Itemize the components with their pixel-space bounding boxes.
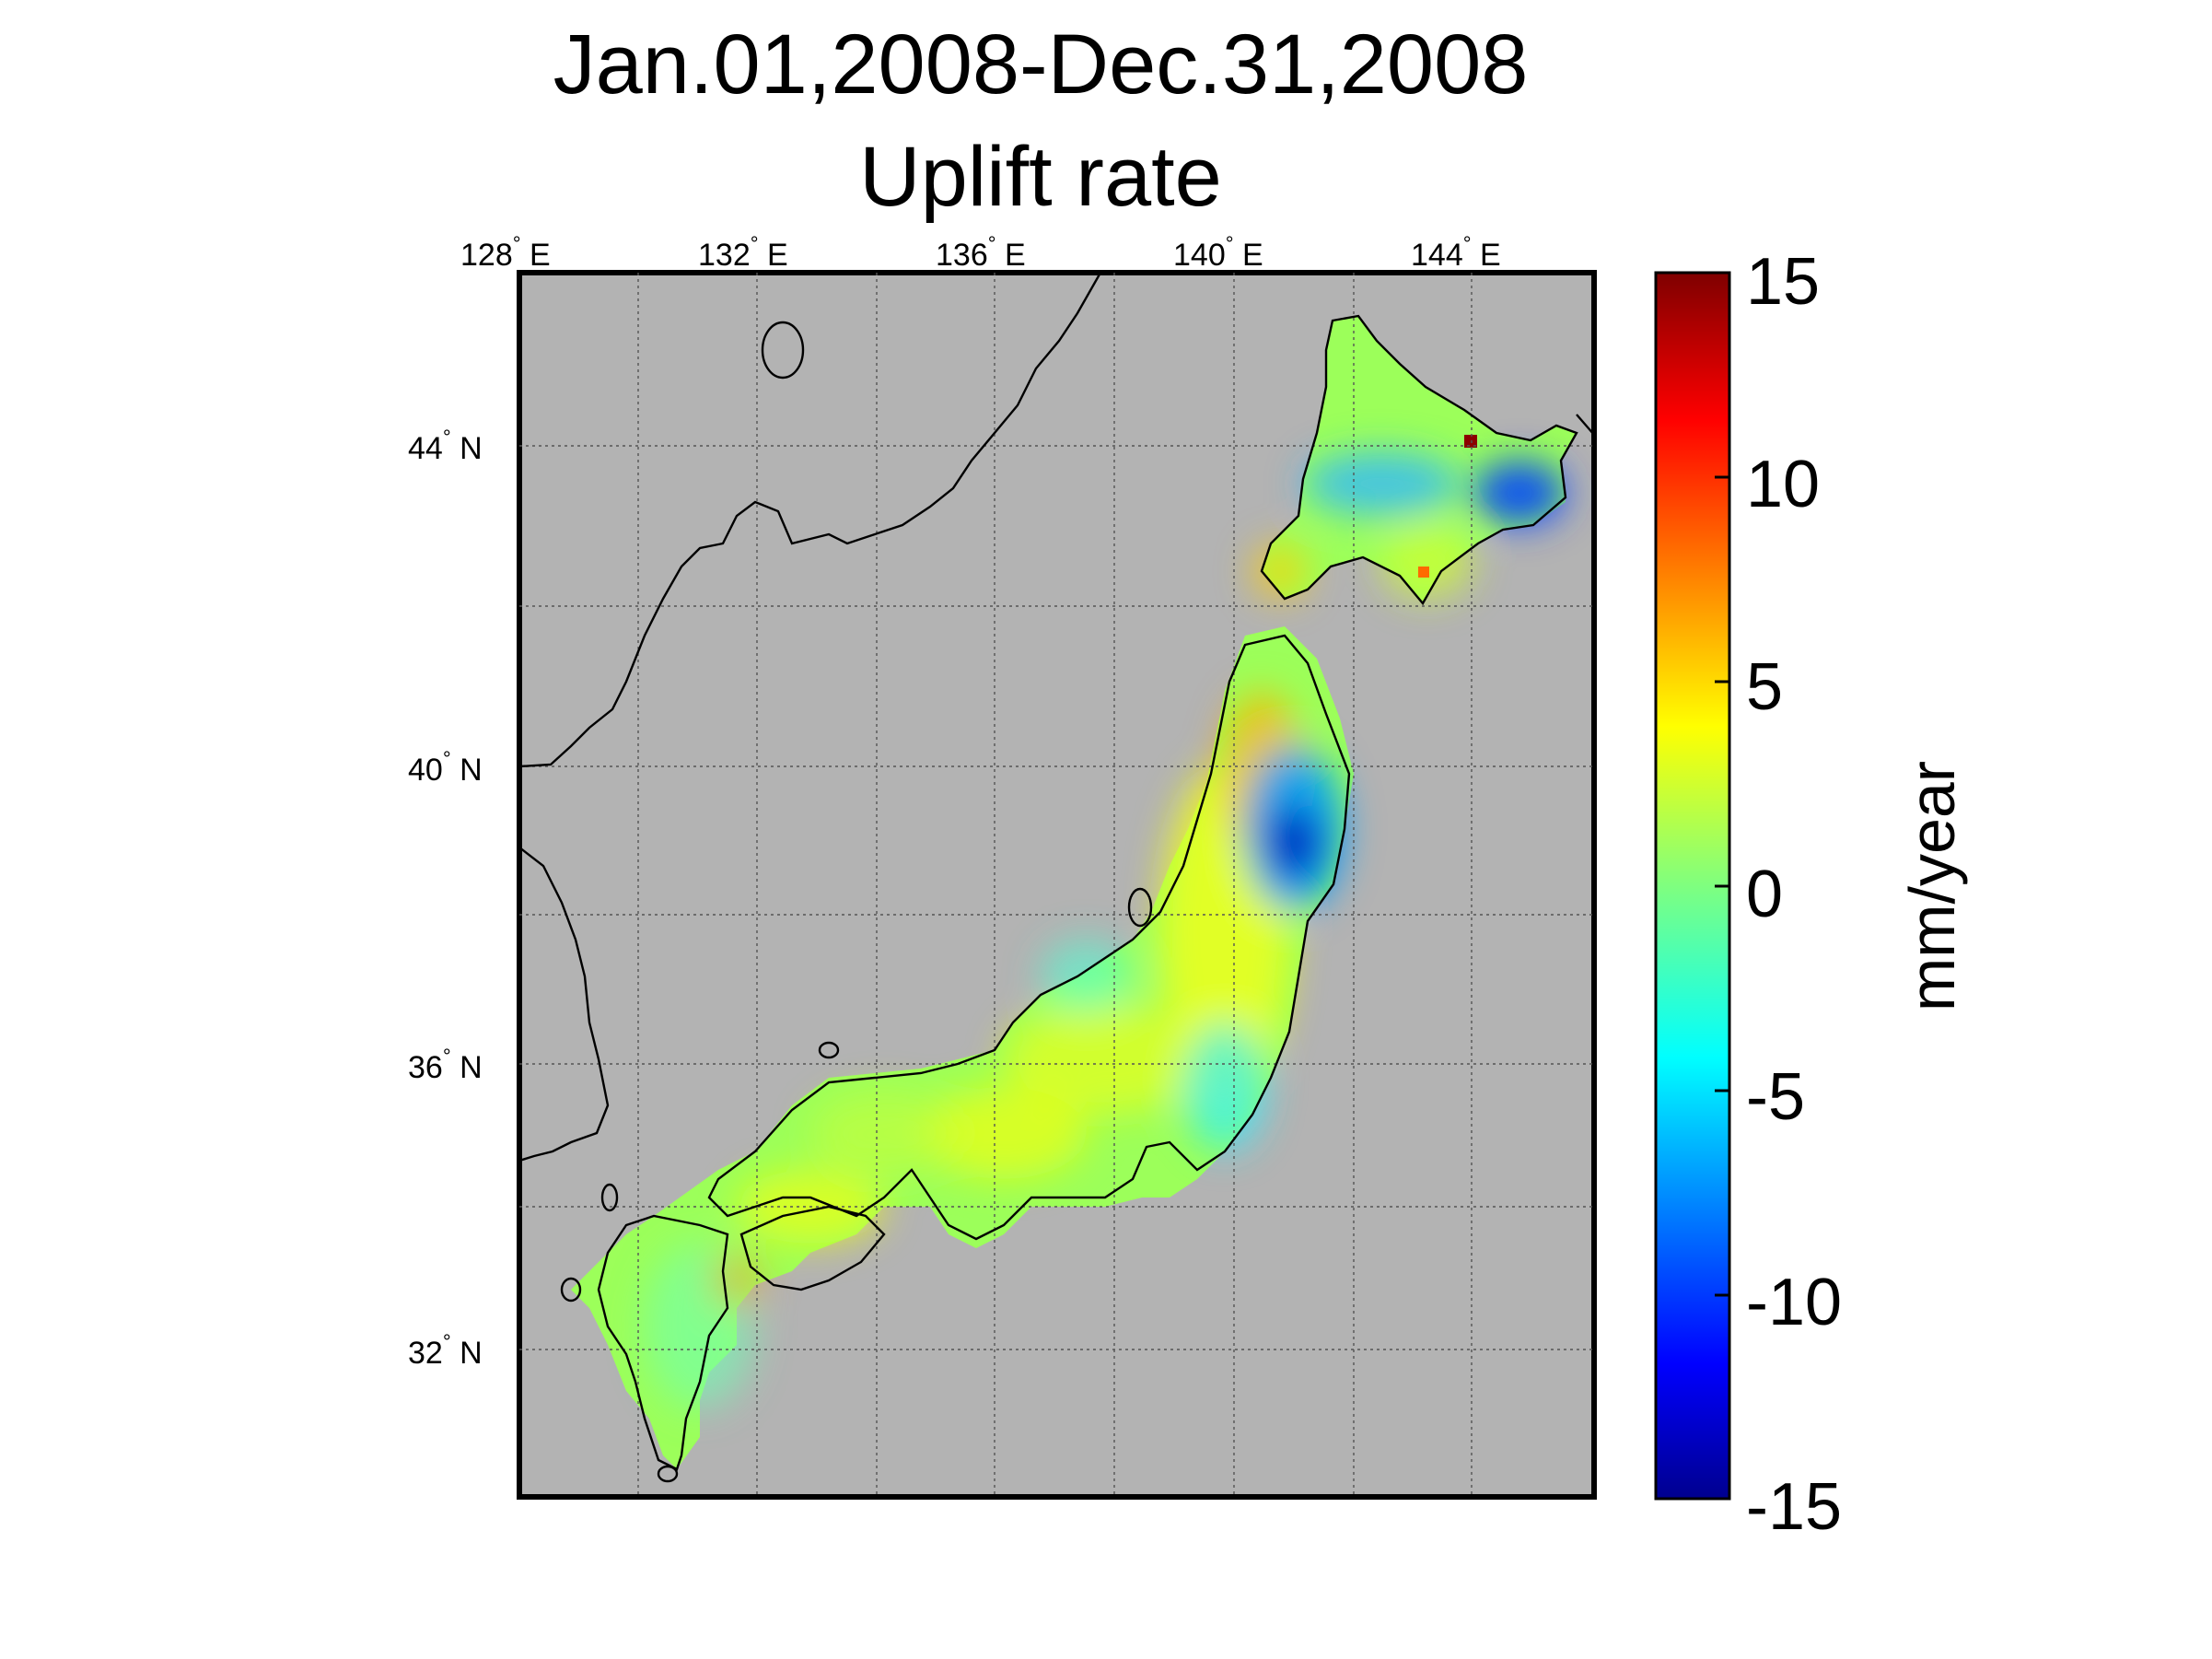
island-sado: [1127, 887, 1153, 928]
colorbar-label-10: 10: [1746, 448, 1820, 521]
hokkaido-coast: [1260, 314, 1578, 606]
honshu-coast: [707, 634, 1351, 1241]
colorbar-unit-label: mm/year: [1896, 761, 1968, 1011]
latitude-labels: 44° N 40° N 36° N 32° N: [408, 426, 483, 1371]
kyushu-coast: [597, 1214, 729, 1471]
island-goto: [560, 1277, 582, 1303]
continent-coast: [519, 273, 1102, 768]
lon-label-132: 132° E: [698, 232, 788, 273]
uplift-rate-field: [571, 316, 1577, 1469]
colorbar-label-0: 0: [1746, 858, 1783, 931]
lon-label-136: 136° E: [936, 232, 1026, 273]
colorbar-labels: 15 10 5 0 -5 -10 -15: [1746, 245, 1842, 1544]
shikoku-coast: [739, 1205, 886, 1291]
island-dokdo: [761, 321, 805, 380]
island-oki: [818, 1041, 840, 1059]
colorbar-label-neg15: -15: [1746, 1470, 1842, 1544]
korea-coast: [519, 847, 610, 1162]
colorbar-label-15: 15: [1746, 245, 1820, 319]
coastlines: [519, 273, 1594, 1483]
island-tsushima: [600, 1183, 619, 1212]
longitude-labels: 128° E 132° E 136° E 140° E 144° E: [460, 232, 1501, 273]
map-gridlines: [519, 273, 1594, 1497]
chart-title-line-2: Uplift rate: [859, 130, 1222, 224]
tokachi-hotspot: [1418, 567, 1429, 578]
colorbar-ticks: [1715, 475, 1729, 1297]
lat-label-44: 44° N: [408, 426, 483, 466]
lat-label-40: 40° N: [408, 747, 483, 788]
colorbar-label-neg5: -5: [1746, 1060, 1805, 1134]
lat-label-32: 32° N: [408, 1330, 483, 1371]
lon-label-128: 128° E: [460, 232, 551, 273]
lon-label-144: 144° E: [1411, 232, 1501, 273]
colorbar-label-5: 5: [1746, 650, 1783, 724]
hokkaido-hotspot: [1464, 435, 1477, 448]
honshu-region: [571, 626, 1354, 1469]
island-tanegashima: [657, 1465, 679, 1483]
sakhalin-coast: [1576, 414, 1594, 436]
lon-label-140: 140° E: [1173, 232, 1263, 273]
lat-label-36: 36° N: [408, 1045, 483, 1085]
colorbar-label-neg10: -10: [1746, 1266, 1842, 1339]
chart-title-line-1: Jan.01,2008-Dec.31,2008: [553, 18, 1529, 111]
